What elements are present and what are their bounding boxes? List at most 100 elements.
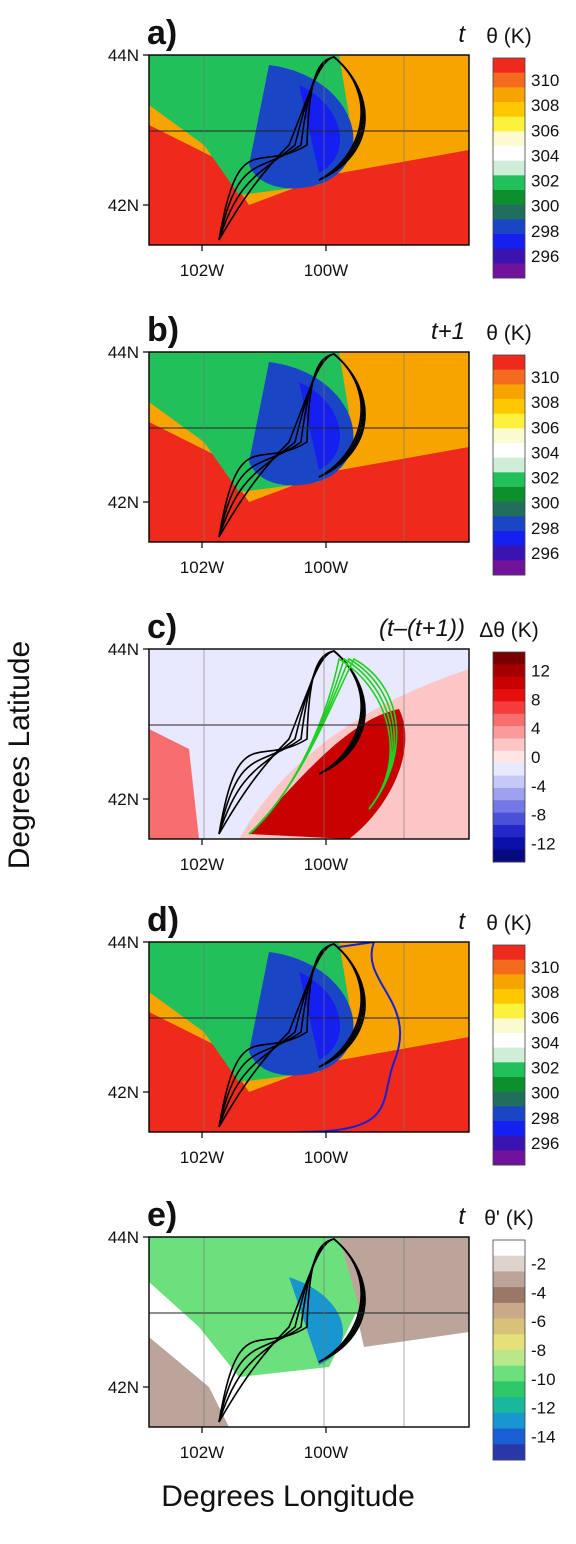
colorbar-swatch xyxy=(493,1077,525,1093)
colorbar-swatch xyxy=(493,1318,525,1335)
colorbar-swatch xyxy=(493,1381,525,1398)
colorbar-tick-label: 304 xyxy=(531,1033,559,1052)
colorbar-swatch xyxy=(493,1240,525,1257)
colorbar-swatch xyxy=(493,1121,525,1137)
colorbar-tick-label: -6 xyxy=(531,1312,546,1331)
colorbar-title: θ (K) xyxy=(486,25,532,48)
contour-line xyxy=(218,353,366,538)
colorbar-swatch xyxy=(493,726,525,739)
colorbar-swatch xyxy=(493,457,525,473)
colorbar-swatch xyxy=(493,190,525,206)
colorbar-swatch xyxy=(493,1047,525,1063)
colorbar-swatch xyxy=(493,545,525,561)
colorbar-swatch xyxy=(493,146,525,162)
colorbar-swatch xyxy=(493,87,525,103)
colorbar-swatch xyxy=(493,131,525,147)
colorbar-swatch xyxy=(493,664,525,678)
colorbar-swatch xyxy=(493,812,525,826)
x-axis-label: Degrees Longitude xyxy=(161,1480,415,1513)
colorbar-swatch xyxy=(493,248,525,264)
colorbar-swatch xyxy=(493,787,525,801)
colorbar-swatch xyxy=(493,701,525,715)
colorbar-swatch xyxy=(493,689,525,702)
colorbar-tick-label: 310 xyxy=(531,958,559,977)
colorbar-title: Δθ (K) xyxy=(479,619,539,642)
colorbar-tick-label: 306 xyxy=(531,418,559,437)
panel-letter: d) xyxy=(147,901,179,939)
colorbar-tick-label: 300 xyxy=(531,494,559,513)
colorbar-tick-label: -14 xyxy=(531,1427,556,1446)
colorbar-swatch xyxy=(493,234,525,250)
colorbar-tick-label: 296 xyxy=(531,1134,559,1153)
colorbar-swatch xyxy=(493,472,525,488)
time-label: t xyxy=(458,1203,466,1230)
colorbar-swatch xyxy=(493,974,525,990)
colorbar-tick-label: 304 xyxy=(531,146,559,165)
colorbar-frame xyxy=(492,651,526,863)
y-tick-label: 42N xyxy=(108,1083,139,1102)
chart-panel-3: 44N 42N 102W 100W c) (t–(t+1)) Δθ (K) 12 8 4 0 -4 -8… xyxy=(108,608,556,874)
colorbar-swatch xyxy=(493,1444,525,1461)
colorbar-tick-label: -2 xyxy=(531,1255,546,1274)
colorbar-tick-label: 298 xyxy=(531,222,559,241)
map-field xyxy=(149,352,469,542)
colorbar-tick-label: 306 xyxy=(531,1008,559,1027)
colorbar-swatch xyxy=(493,487,525,503)
colorbar-swatch xyxy=(493,1018,525,1034)
colorbar-swatch xyxy=(493,1350,525,1367)
colorbar-swatch xyxy=(493,116,525,132)
colorbar-swatch xyxy=(493,1135,525,1151)
y-tick-label: 42N xyxy=(108,790,139,809)
colorbar-swatch xyxy=(493,384,525,400)
time-label: t+1 xyxy=(431,318,465,345)
colorbar-tick-label: 300 xyxy=(531,1084,559,1103)
colorbar-swatch xyxy=(493,775,525,789)
colorbar-tick-label: 0 xyxy=(531,748,540,767)
colorbar-swatch xyxy=(493,58,525,74)
colorbar-tick-label: -4 xyxy=(531,1283,546,1302)
y-axis-label: Degrees Latitude xyxy=(3,640,36,870)
colorbar-swatch xyxy=(493,1287,525,1304)
x-tick-label: 100W xyxy=(304,261,348,280)
colorbar-swatch xyxy=(493,837,525,851)
panel-letter: e) xyxy=(147,1196,177,1234)
x-tick-label: 102W xyxy=(180,1443,224,1462)
colorbar-swatch xyxy=(493,1062,525,1078)
colorbar-tick-label: 304 xyxy=(531,443,559,462)
map-frame xyxy=(148,648,470,840)
colorbar-swatch xyxy=(493,1302,525,1320)
colorbar-tick-label: 302 xyxy=(531,172,559,191)
colorbar-swatch xyxy=(493,738,525,752)
colorbar-tick-label: -4 xyxy=(531,777,546,796)
colorbar-swatch xyxy=(493,1365,525,1382)
y-tick-label: 44N xyxy=(108,46,139,65)
field-anomaly-green xyxy=(149,1237,359,1377)
map-frame xyxy=(148,1236,470,1428)
map-frame xyxy=(148,941,470,1133)
colorbar-tick-label: 12 xyxy=(531,662,550,681)
chart-panel-2: 44N 42N 102W 100W b) t+1 θ (K) 310 308 306 304 302 3… xyxy=(108,311,560,577)
colorbar-tick-label: -8 xyxy=(531,806,546,825)
field-anomaly-sw xyxy=(149,1337,229,1427)
colorbar-swatch xyxy=(493,1271,525,1288)
map-field xyxy=(149,1237,469,1427)
colorbar-swatch xyxy=(493,652,525,665)
colorbar-tick-label: 8 xyxy=(531,690,540,709)
chart-panel-5: 44N 42N 102W 100W e) t θ' (K) -2 -4 -6 -8 -10 -12 -14 xyxy=(108,1196,556,1462)
colorbar-tick-label: -10 xyxy=(531,1370,556,1389)
colorbar-tick-label: -12 xyxy=(531,834,556,853)
colorbar-swatch xyxy=(493,959,525,975)
field-strong-warming xyxy=(249,709,406,839)
x-tick-label: 102W xyxy=(180,855,224,874)
colorbar-swatch xyxy=(493,355,525,371)
colorbar-tick-label: 308 xyxy=(531,393,559,412)
colorbar-title: θ' (K) xyxy=(484,1207,534,1230)
x-tick-label: 100W xyxy=(304,1443,348,1462)
colorbar-tick-label: 298 xyxy=(531,1109,559,1128)
colorbar-swatch xyxy=(493,102,525,118)
colorbar-tick-label: 308 xyxy=(531,96,559,115)
colorbar-frame xyxy=(492,1239,526,1461)
y-tick-label: 44N xyxy=(108,1228,139,1247)
colorbar-swatch xyxy=(493,531,525,547)
y-tick-label: 44N xyxy=(108,343,139,362)
